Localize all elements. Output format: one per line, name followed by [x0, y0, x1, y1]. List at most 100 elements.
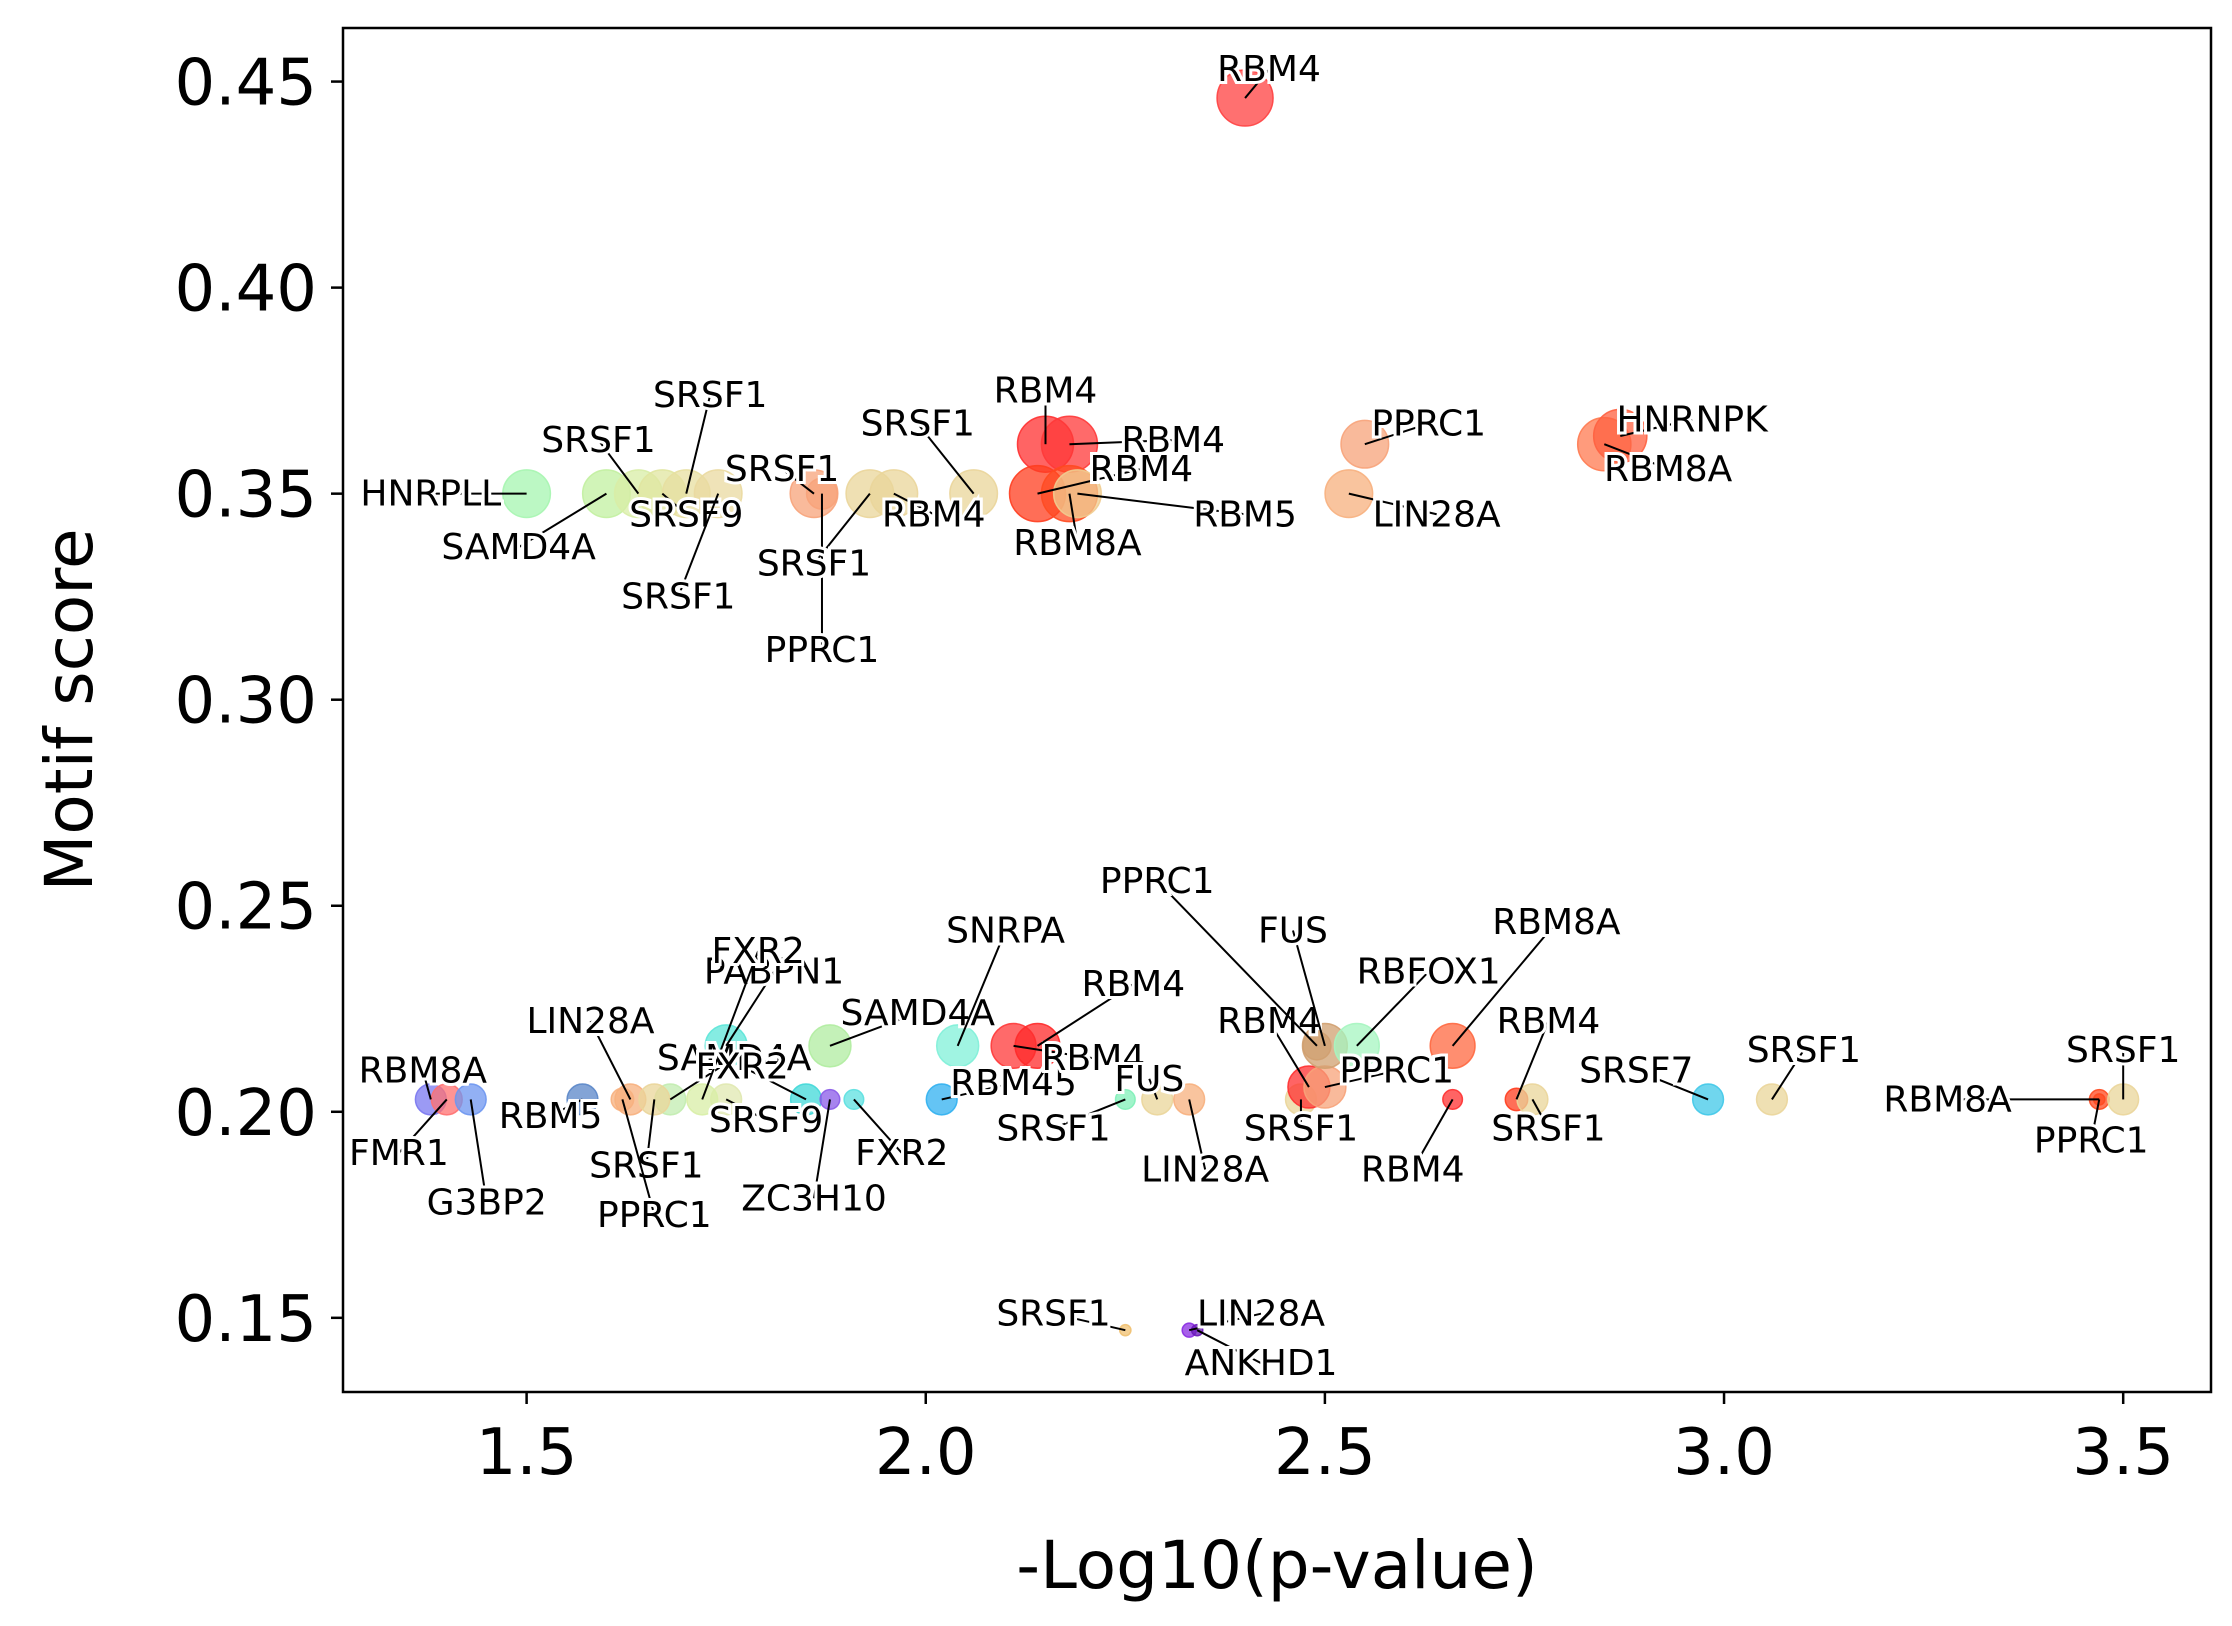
y-tick-label: 0.45	[175, 47, 318, 121]
label-leader-line	[701, 950, 760, 1100]
point-label: G3BP2	[427, 1182, 547, 1223]
point-label: RBM4	[1089, 449, 1193, 490]
label-leader-line	[645, 1099, 656, 1166]
point-label: SRSF9	[709, 1100, 823, 1141]
y-axis: 0.15 0.20 0.25 0.30 0.35 0.40 0.45	[175, 47, 343, 1357]
label-leader-line	[1268, 1020, 1310, 1088]
point-label: SRSF1	[653, 375, 767, 416]
label-leader-line	[1053, 1312, 1126, 1332]
point-label: LIN28A	[1197, 1294, 1325, 1335]
point-label: RBM8A	[1883, 1079, 2012, 1120]
point-label: LIN28A	[1141, 1149, 1269, 1190]
label-leader-line	[621, 1099, 656, 1216]
label-leader-line	[1077, 492, 1246, 516]
point-label: RBM8A	[359, 1051, 488, 1092]
label-leader-line	[677, 493, 720, 598]
label-leader-line	[1292, 930, 1326, 1047]
label-leader-line	[1771, 1049, 1805, 1100]
point-label: FXR2	[711, 931, 804, 972]
label-leader-line	[1188, 1312, 1262, 1332]
labels-layer: RBM4HNRPLLSAMD4ASRSF1SRSF9SRSF1SRSF1SRSF…	[346, 46, 2183, 1387]
label-leader-line	[469, 1099, 488, 1203]
label-leader-line	[1148, 1078, 1159, 1100]
label-leader-line	[1069, 439, 1174, 446]
label-leader-line	[1013, 1044, 1094, 1060]
label-leader-line	[853, 1098, 903, 1154]
label-leader-line	[1037, 467, 1142, 495]
x-tick-label: 2.5	[1274, 1416, 1376, 1490]
point-label: PPRC1	[597, 1195, 712, 1236]
label-leader-line	[1196, 1329, 1262, 1365]
point-label: RBM4	[1042, 1038, 1146, 1079]
label-leader-line	[589, 1020, 632, 1100]
label-leader-line	[685, 394, 712, 494]
point-label: SRSF1	[541, 420, 655, 461]
point-label: HNRPLL	[360, 474, 501, 515]
label-leader-line	[941, 1081, 1014, 1101]
point-label: PPRC1	[1339, 1051, 1454, 1092]
point-label: PPRC1	[1100, 861, 1215, 902]
label-leader-line	[1635, 1069, 1709, 1101]
point-label: HNRNPK	[1616, 399, 1769, 440]
point-label: LIN28A	[1373, 494, 1501, 535]
point-label: SRSF1	[621, 577, 735, 618]
point-label: SAMD4A	[441, 527, 596, 568]
y-tick-label: 0.30	[175, 665, 318, 739]
label-leader-line	[813, 493, 871, 565]
point-label: SRSF1	[725, 449, 839, 490]
point-label: PPRC1	[1371, 404, 1486, 445]
point-label: SRSF1	[1244, 1108, 1358, 1149]
label-leader-line	[1348, 492, 1437, 516]
point-label: RBM8A	[1013, 523, 1142, 564]
x-tick-label: 3.5	[2072, 1416, 2174, 1490]
point-label: SRSF1	[1747, 1030, 1861, 1071]
point-label: RBM4	[1217, 1001, 1321, 1042]
label-leader-line	[597, 439, 640, 495]
label-leader-line	[916, 422, 975, 495]
x-tick-label: 2.0	[875, 1416, 977, 1490]
label-leader-line	[829, 1011, 919, 1047]
point-label: SRSF1	[861, 404, 975, 445]
point-label: RBM45	[950, 1063, 1077, 1104]
point-label: SRSF1	[996, 1108, 1110, 1149]
label-leader-line	[1068, 493, 1079, 544]
point-label: FUS	[1114, 1059, 1184, 1100]
label-leader-line	[669, 1057, 735, 1101]
label-leader-line	[421, 1070, 432, 1100]
label-leader-line	[1603, 443, 1669, 470]
point-label: SNRPA	[946, 910, 1065, 951]
point-label: FXR2	[855, 1133, 948, 1174]
point-label: PABPN1	[704, 952, 844, 993]
point-label: ANKHD1	[1185, 1343, 1338, 1384]
label-leader-line	[1188, 1099, 1207, 1170]
label-leader-line	[781, 468, 815, 495]
y-tick-label: 0.15	[175, 1283, 318, 1357]
point-label: PPRC1	[2034, 1121, 2149, 1162]
point-label: RBM4	[1497, 1001, 1601, 1042]
point-label: RBM4	[882, 494, 986, 535]
point-label: RBM5	[1193, 494, 1297, 535]
label-leader-line	[1053, 1098, 1126, 1130]
point-label: RBM8A	[1492, 902, 1621, 943]
x-tick-label: 1.5	[476, 1416, 578, 1490]
point-label: SRSF1	[757, 544, 871, 585]
y-axis-title: Motif score	[31, 528, 108, 891]
point-label: SRSF1	[589, 1145, 703, 1186]
point-label: ZC3H10	[741, 1178, 887, 1219]
y-tick-label: 0.35	[175, 459, 318, 533]
label-leader-line	[398, 1098, 448, 1154]
label-leader-line	[1036, 983, 1134, 1047]
point-label: RBFOX1	[1357, 952, 1501, 993]
label-leader-line	[1324, 1069, 1397, 1089]
label-leader-line	[893, 492, 935, 516]
label-leader-line	[1531, 1098, 1550, 1129]
point-label: FXR2	[695, 1046, 788, 1087]
point-label: RBM4	[1121, 420, 1225, 461]
label-leader-line	[1411, 1098, 1454, 1170]
x-tick-label: 3.0	[1673, 1416, 1775, 1490]
label-leader-line	[1364, 422, 1429, 446]
point-label: FMR1	[349, 1133, 449, 1174]
point-label: SRSF1	[1491, 1108, 1605, 1149]
plot-frame	[341, 26, 2213, 1394]
label-leader-line	[725, 971, 775, 1047]
